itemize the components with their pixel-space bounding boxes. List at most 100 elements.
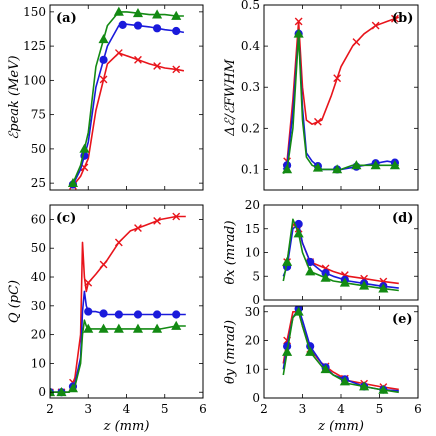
data-point-1-2: [99, 55, 108, 64]
y-tick-label: 0.2: [241, 121, 260, 135]
y-tick-label: 10: [245, 246, 260, 260]
data-point-2-2: [305, 346, 316, 356]
series-group: [67, 6, 185, 190]
data-point-2-0: [50, 387, 56, 397]
series-line-1: [50, 290, 186, 394]
data-point-0-5: [153, 62, 161, 70]
y-tick-label: 0.5: [241, 0, 260, 12]
x-tick-label: 2: [46, 402, 54, 416]
data-point-2-5: [359, 280, 370, 290]
y-tick-label: 10: [31, 356, 46, 370]
panel-b: 0.1 0.2 0.3 0.4 0.5 (b) Δℰ/ℰFWHM: [223, 0, 419, 191]
data-point-2-3: [113, 6, 124, 16]
data-point-0-4: [99, 260, 108, 269]
series-line-2: [282, 32, 399, 175]
series-line-0: [72, 52, 185, 187]
data-point-0-1: [294, 17, 303, 26]
data-point-2-1: [293, 306, 304, 316]
y-tick-label: 100: [23, 73, 46, 87]
data-point-2-3: [320, 364, 331, 374]
panel-a: 25 50 75 100 125 150 (a) ℰpeak (MeV): [7, 4, 204, 191]
data-point-2-6: [378, 384, 389, 394]
data-point-0-6: [134, 224, 142, 232]
x-tick-label: 5: [161, 402, 169, 416]
data-point-2-4: [339, 376, 350, 386]
series-line-0: [50, 215, 186, 394]
x-axis-label: z (mm): [317, 419, 364, 434]
x-tick-label: 4: [123, 402, 131, 416]
x-tick-label: 3: [299, 402, 307, 416]
data-point-0-8: [172, 212, 181, 221]
y-tick-label: 50: [31, 142, 46, 156]
data-point-2-6: [171, 10, 182, 20]
series-line-2: [72, 11, 184, 184]
data-point-1-6: [133, 310, 143, 319]
series-group: [282, 306, 399, 394]
data-point-2-1: [56, 387, 67, 397]
y-tick-label: 15: [245, 222, 260, 236]
data-point-2-5: [152, 9, 163, 19]
y-tick-label: 10: [245, 362, 260, 376]
panel-d: 0 5 10 15 20 (d) θx (mrad): [223, 198, 419, 307]
data-point-2-3: [320, 272, 331, 282]
data-point-2-4: [132, 7, 144, 18]
y-tick-label: 0: [252, 391, 260, 405]
y-tick-label: 30: [31, 299, 46, 313]
y-tick-label: 5: [252, 269, 260, 283]
data-point-0-4: [352, 38, 361, 46]
data-point-1-4: [133, 21, 143, 30]
data-point-2-5: [359, 381, 370, 391]
series-line-1: [72, 23, 185, 185]
series-line-2: [282, 310, 399, 394]
y-axis-label: Δℰ/ℰFWHM: [223, 59, 238, 137]
data-point-2-3: [332, 164, 343, 174]
y-tick-label: 150: [23, 5, 46, 19]
y-tick-label: 60: [31, 212, 46, 226]
data-point-2-2: [67, 383, 78, 393]
y-tick-label: 20: [31, 328, 46, 342]
data-point-0-3: [333, 74, 342, 83]
data-point-1-6: [172, 26, 181, 36]
y-tick-label: 0: [252, 293, 260, 307]
data-point-1-5: [114, 310, 123, 319]
data-point-2-2: [305, 266, 316, 276]
data-point-2-8: [171, 320, 182, 330]
y-tick-label: 20: [245, 198, 260, 212]
data-point-2-0: [67, 177, 78, 188]
data-point-2-3: [83, 323, 94, 333]
y-tick-label: 0: [38, 385, 46, 399]
y-tick-label: 30: [245, 305, 260, 319]
data-point-2-5: [113, 323, 124, 333]
y-tick-label: 25: [31, 176, 46, 190]
series-line-0: [282, 16, 400, 166]
panel-label: (b): [392, 11, 413, 26]
data-point-2-1: [79, 143, 90, 153]
data-point-2-6: [389, 160, 400, 170]
data-point-2-7: [152, 323, 163, 333]
data-point-0-3: [114, 49, 123, 57]
data-point-1-4: [99, 309, 108, 318]
data-point-0-7: [153, 216, 161, 225]
data-point-0-4: [134, 55, 142, 64]
x-axis-label: z (mm): [103, 419, 150, 434]
y-axis-label: ℰpeak (MeV): [7, 55, 22, 139]
data-point-0-3: [84, 278, 93, 287]
y-tick-label: 50: [31, 241, 46, 255]
data-point-2-1: [293, 28, 304, 38]
x-tick-label: 2: [260, 402, 268, 416]
x-tick-label: 3: [84, 402, 92, 416]
y-tick-label: 125: [23, 39, 46, 53]
data-point-2-6: [378, 283, 389, 293]
panel-label: (c): [56, 211, 76, 226]
data-point-1-5: [153, 24, 162, 33]
data-point-1-3: [118, 20, 127, 29]
panel-label: (e): [392, 312, 413, 327]
data-point-2-0: [282, 346, 293, 356]
data-point-0-5: [371, 21, 380, 30]
data-point-2-1: [293, 228, 304, 238]
data-point-2-0: [282, 256, 293, 266]
data-point-2-4: [98, 323, 109, 333]
y-tick-label: 0.3: [241, 80, 260, 94]
